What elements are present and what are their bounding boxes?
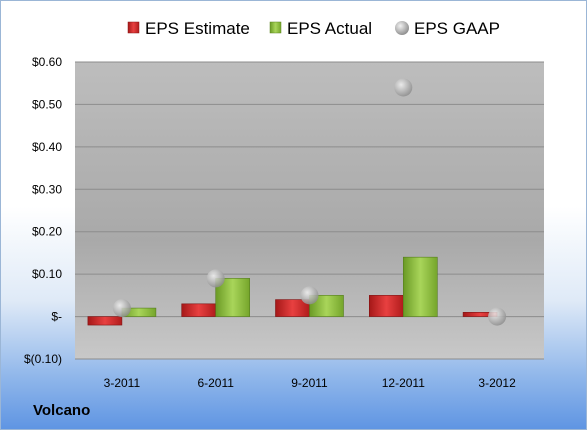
x-tick-label: 3-2012 [478, 376, 516, 390]
bar-eps-estimate [87, 316, 123, 326]
x-tick-label: 9-2011 [291, 376, 328, 390]
legend-item-eps-gaap: EPS GAAP [395, 19, 500, 38]
x-axis: 3-2011 6-2011 9-2011 12-2011 3-2012 [104, 376, 516, 390]
marker-eps-gaap [206, 269, 225, 288]
bar-eps-actual [402, 256, 438, 317]
y-tick-label: $0.20 [32, 225, 62, 239]
x-tick-label: 3-2011 [104, 376, 141, 390]
legend-label-eps-actual: EPS Actual [287, 19, 372, 38]
y-tick-label: $0.40 [32, 140, 62, 154]
y-tick-label: $0.60 [32, 55, 62, 69]
x-tick-label: 12-2011 [382, 376, 425, 390]
legend-swatch-eps-estimate [127, 21, 140, 34]
legend-label-eps-estimate: EPS Estimate [145, 19, 250, 38]
legend-swatch-eps-actual [269, 21, 282, 34]
gaap-markers [112, 78, 507, 326]
marker-eps-gaap [112, 299, 131, 318]
bar-eps-actual [309, 295, 344, 317]
legend: EPS Estimate EPS Actual EPS GAAP [127, 19, 500, 38]
marker-eps-gaap [300, 286, 319, 305]
y-tick-label: $0.50 [32, 97, 62, 111]
marker-eps-gaap [394, 78, 413, 97]
legend-item-eps-estimate: EPS Estimate [127, 19, 250, 38]
bar-eps-estimate [368, 295, 404, 317]
y-tick-label: $(0.10) [24, 352, 62, 366]
legend-item-eps-actual: EPS Actual [269, 19, 372, 38]
legend-swatch-eps-gaap [395, 21, 409, 35]
y-tick-label: $0.10 [32, 267, 62, 281]
y-axis: $0.60 $0.50 $0.40 $0.30 $0.20 $0.10 $- $(0.10) [24, 55, 62, 366]
y-tick-label: $- [51, 310, 62, 324]
x-tick-label: 6-2011 [197, 376, 234, 390]
marker-eps-gaap [488, 307, 507, 326]
company-caption: Volcano [33, 402, 91, 419]
bar-eps-estimate [181, 303, 216, 317]
legend-label-eps-gaap: EPS GAAP [414, 19, 500, 38]
y-tick-label: $0.30 [32, 182, 62, 196]
